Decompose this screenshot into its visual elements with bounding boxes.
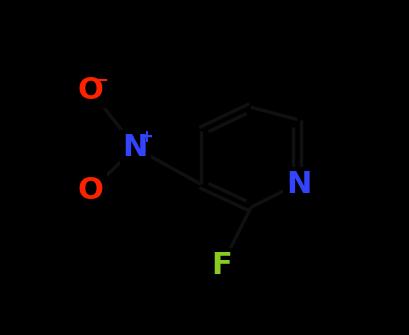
Text: F: F xyxy=(211,251,231,280)
Text: −: − xyxy=(94,70,108,88)
Text: +: + xyxy=(139,128,153,146)
Text: O: O xyxy=(78,76,103,105)
Text: N: N xyxy=(122,134,148,162)
Text: O: O xyxy=(78,176,103,205)
Text: N: N xyxy=(285,170,310,199)
